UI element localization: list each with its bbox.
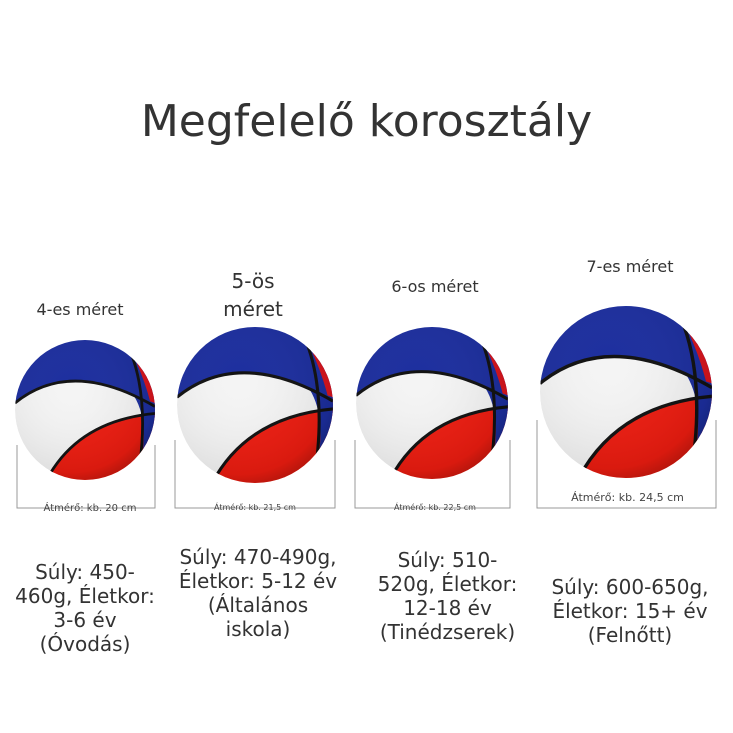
size-label: 7-es méret [586, 257, 674, 276]
ball-size-4 [15, 340, 155, 480]
description: Súly: 450-460g, Életkor: 3-6 év (Óvodás) [15, 560, 155, 656]
diameter-bracket [536, 420, 717, 509]
diameter-label: Átmérő: kb. 20 cm [43, 503, 137, 514]
ball-size-5 [177, 327, 333, 483]
diameter-bracket [16, 445, 156, 509]
description: Súly: 510-520g, Életkor: 12-18 év (Tinéd… [377, 548, 518, 644]
description: Súly: 600-650g, Életkor: 15+ év (Felnőtt… [551, 575, 709, 647]
size-label: 6-os méret [391, 277, 479, 296]
diameter-bracket [354, 440, 511, 509]
ball-size-7 [540, 306, 712, 478]
ball-size-6 [356, 327, 508, 479]
diameter-label: Átmérő: kb. 24,5 cm [571, 491, 684, 504]
description: Súly: 470-490g, Életkor: 5-12 év (Általá… [178, 545, 338, 641]
size-label: 5-ös méret [223, 269, 283, 321]
diameter-label: Átmérő: kb. 21,5 cm [214, 503, 296, 512]
diameter-label: Átmérő: kb. 22,5 cm [394, 503, 476, 512]
diameter-bracket [174, 440, 336, 509]
size-label: 4-es méret [36, 300, 124, 319]
title: Megfelelő korosztály [140, 96, 593, 147]
